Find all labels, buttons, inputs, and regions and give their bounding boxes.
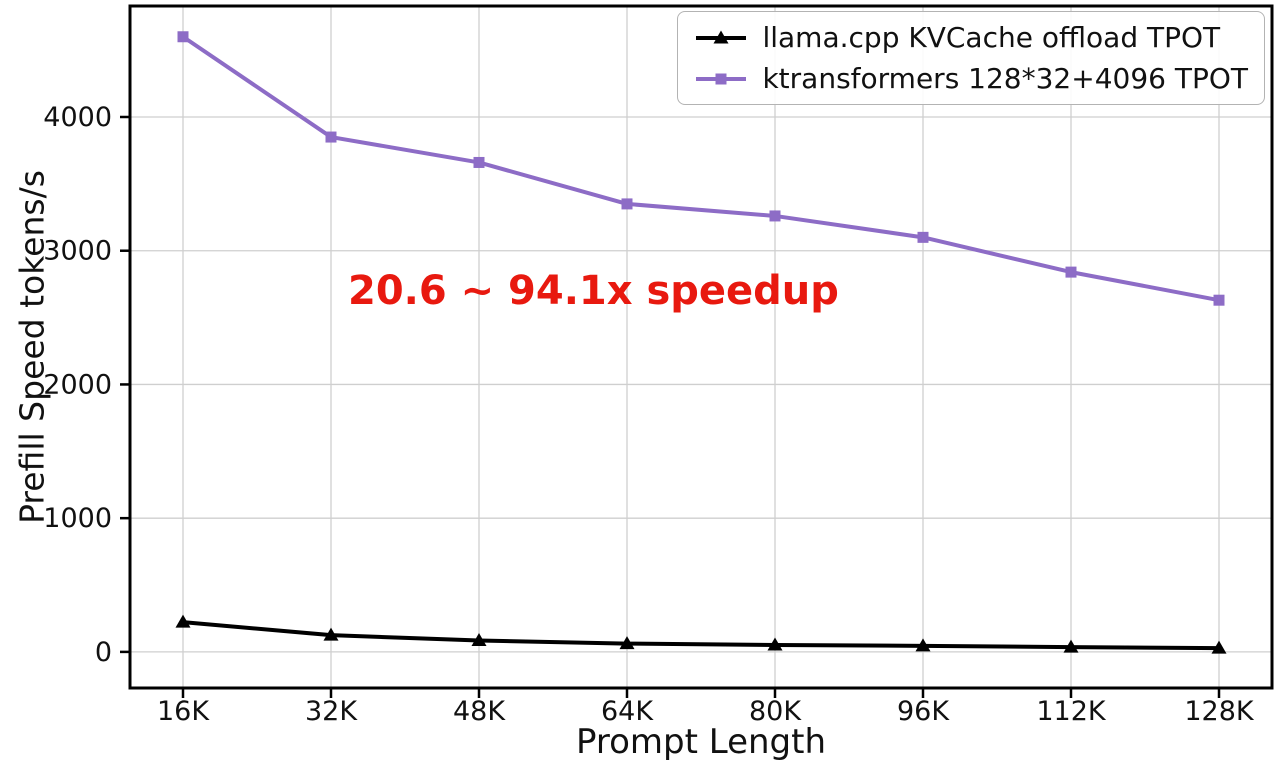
square-marker-icon <box>1213 294 1225 306</box>
square-marker-icon <box>473 156 485 168</box>
x-tick-label: 96K <box>897 696 950 727</box>
square-marker-icon <box>621 198 633 210</box>
speedup-annotation: 20.6 ~ 94.1x speedup <box>348 268 839 314</box>
x-tick-label: 112K <box>1036 696 1107 727</box>
square-marker-icon <box>917 231 929 243</box>
square-marker-icon <box>325 131 337 143</box>
legend-triangle-line-icon <box>696 30 747 43</box>
y-axis-label: Prefill Speed tokens/s <box>12 170 52 524</box>
triangle-marker-icon <box>323 627 339 641</box>
triangle-marker-icon <box>1063 639 1079 653</box>
x-tick-label: 32K <box>305 696 358 727</box>
legend-item: ktransformers 128*32+4096 TPOT <box>694 62 1248 95</box>
legend-item-label: llama.cpp KVCache offload TPOT <box>762 21 1221 54</box>
x-tick-label: 64K <box>601 696 654 727</box>
series-line-0 <box>182 620 1220 651</box>
y-tick-label: 4000 <box>43 102 112 133</box>
legend-item-label: ktransformers 128*32+4096 TPOT <box>762 62 1248 95</box>
y-tick-label: 2000 <box>43 369 112 400</box>
y-tick-label: 3000 <box>43 236 112 267</box>
triangle-marker-icon <box>915 638 931 652</box>
plot-border <box>128 4 1274 690</box>
legend-square-line-icon <box>696 73 747 84</box>
x-tick-label: 80K <box>749 696 802 727</box>
square-marker-icon <box>769 210 781 222</box>
y-tick-label: 0 <box>95 637 112 668</box>
x-tick-label: 128K <box>1184 696 1255 727</box>
square-marker-icon <box>1065 266 1077 278</box>
triangle-marker-icon <box>471 633 487 647</box>
series-line-1 <box>181 35 1220 303</box>
square-marker-icon <box>177 31 189 43</box>
triangle-marker-icon <box>175 614 191 628</box>
x-tick-label: 16K <box>157 696 210 727</box>
y-tick-label: 1000 <box>43 503 112 534</box>
x-tick-label: 48K <box>453 696 506 727</box>
triangle-marker-icon <box>767 637 783 651</box>
legend: llama.cpp KVCache offload TPOT ktransform… <box>677 11 1265 105</box>
legend-item: llama.cpp KVCache offload TPOT <box>694 21 1248 54</box>
x-axis-label: Prompt Length <box>575 722 827 762</box>
triangle-marker-icon <box>619 636 635 650</box>
triangle-marker-icon <box>1211 640 1227 654</box>
